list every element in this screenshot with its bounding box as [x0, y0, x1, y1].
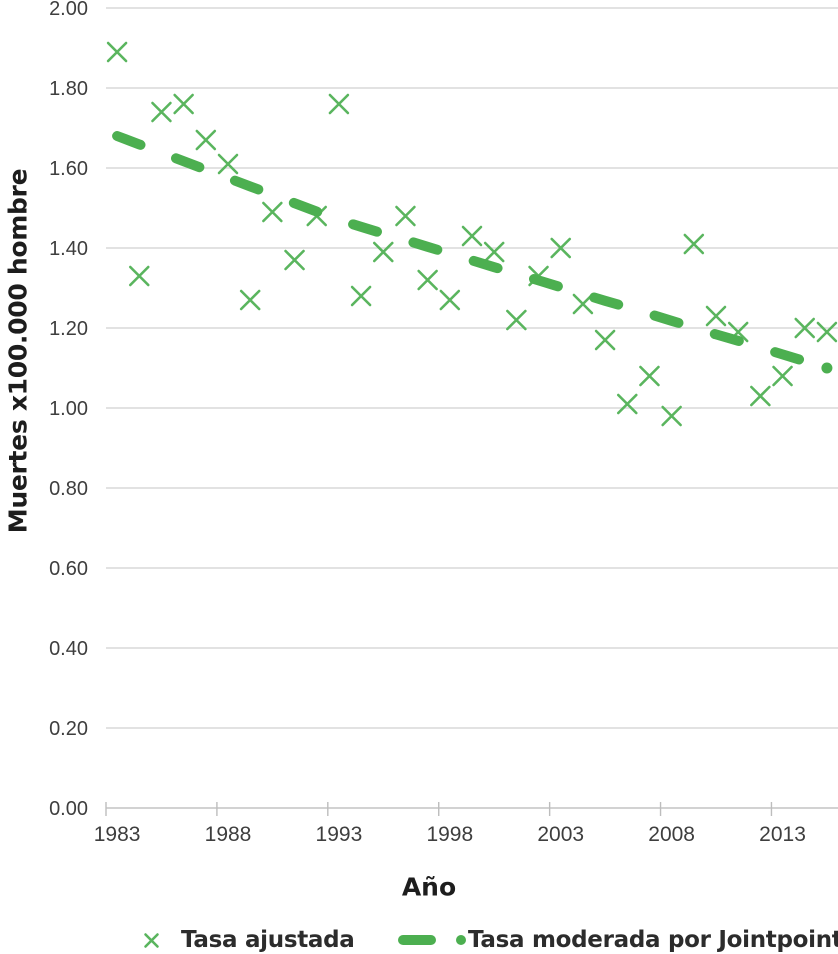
y-tick-label: 0.60 [49, 558, 88, 580]
data-point-x [395, 205, 416, 227]
data-point-x [217, 153, 239, 175]
data-point-x [639, 365, 660, 387]
jointpoint-end-dot [821, 362, 833, 374]
x-tick-label: 2008 [648, 823, 695, 846]
data-point-x [173, 93, 194, 115]
data-point-x [772, 365, 793, 387]
data-point-x [661, 405, 682, 427]
dash-icon [398, 935, 436, 945]
x-tick-label: 1998 [426, 823, 473, 846]
data-point-x [550, 237, 572, 259]
x-tick-label: 2003 [537, 823, 584, 846]
data-point-x [616, 393, 638, 415]
data-point-x [417, 269, 438, 291]
data-point-x [572, 293, 594, 315]
y-tick-label: 0.00 [49, 798, 88, 820]
x-axis-title: Año [401, 872, 457, 902]
y-tick-label: 1.80 [49, 78, 88, 100]
data-point-x [328, 93, 350, 115]
jointpoint-dashed-line [112, 131, 810, 367]
data-point-x [262, 201, 283, 223]
y-tick-label: 1.00 [49, 398, 88, 420]
data-point-x [439, 289, 461, 311]
data-point-x [705, 305, 727, 327]
x-tick-label: 1993 [316, 823, 363, 846]
legend-item-jointpoint: Tasa moderada por Jointpoint [397, 926, 838, 954]
y-axis-title: Muertes x100.000 hombre [3, 168, 33, 534]
data-point-x [794, 317, 816, 339]
legend-label-jointpoint: Tasa moderada por Jointpoint [468, 927, 838, 953]
data-point-x [350, 285, 372, 307]
data-point-x [372, 241, 394, 263]
x-tick-label: 2013 [759, 823, 806, 846]
legend-item-tasa-ajustada: Tasa ajustada [143, 926, 355, 954]
data-point-x [239, 289, 261, 311]
data-point-x [816, 321, 838, 343]
data-point-x [461, 225, 483, 247]
data-point-x [284, 249, 305, 271]
x-marker-icon [144, 932, 159, 948]
data-point-x [195, 129, 217, 151]
data-point-x [683, 233, 705, 255]
data-point-x [594, 329, 616, 351]
y-tick-label: 0.20 [49, 718, 88, 740]
data-point-x [750, 385, 771, 407]
bullet-icon [456, 935, 466, 945]
data-point-x [128, 265, 150, 287]
data-point-x [151, 101, 172, 123]
y-tick-label: 1.40 [49, 238, 88, 260]
data-point-x [506, 309, 527, 331]
x-tick-label: 1988 [205, 823, 252, 846]
data-point-x [106, 41, 128, 63]
x-tick-label: 1983 [94, 823, 141, 846]
y-tick-label: 2.00 [49, 0, 88, 20]
data-point-x [483, 241, 505, 263]
y-tick-label: 1.20 [49, 318, 88, 340]
y-tick-label: 0.80 [49, 478, 88, 500]
y-tick-label: 1.60 [49, 158, 88, 180]
legend-label-tasa-ajustada: Tasa ajustada [181, 927, 355, 953]
y-tick-label: 0.40 [49, 638, 88, 660]
